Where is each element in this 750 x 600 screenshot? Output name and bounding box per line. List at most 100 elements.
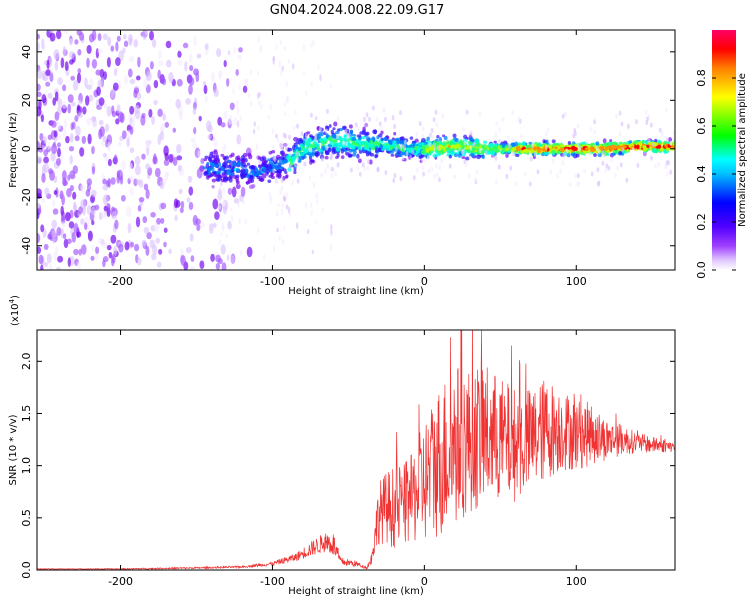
spectrogram-cell [227,164,232,169]
spectrogram-cell [218,198,222,205]
spectrogram-cell [576,173,580,179]
spectrogram-cell [82,106,87,115]
spectrogram-cell [426,136,430,141]
snr-panel: -200 -100 0 100 0.0 0.5 1.0 1.5 2.0 Height of s… [8,295,676,597]
spectrogram-cell [469,145,473,151]
spectrogram-cell [306,152,312,156]
spectrogram-cell [54,60,59,71]
spectrogram-cell [61,221,66,228]
spectrogram-cell [425,144,429,150]
spectrogram-cell [193,68,200,76]
spectrogram-cell [62,233,67,240]
spectrogram-cell [235,174,240,179]
spectrogram-cell [218,204,221,210]
spectrogram-cell [249,170,255,175]
spectrogram-cell [270,175,276,180]
spectrogram-cell [448,154,452,159]
spectrogram-cell [448,163,452,169]
spectrogram-cell [217,191,223,201]
spectrogram-cell [605,163,609,169]
spectrogram-cell [141,112,146,119]
spectrogram-cell [137,205,142,212]
spectrogram-cell [87,230,93,242]
spectrogram-cell [319,74,322,82]
spectrogram-cell [226,254,230,262]
spectrogram-cell [222,223,225,232]
spectrogram-cell [162,178,168,186]
spectrogram-cell [278,60,281,68]
spectrogram-cell [37,106,42,117]
spectrogram-cell [73,248,79,256]
spectrogram-cell [604,142,608,147]
spectrogram-cell [280,208,284,216]
spectrogram-cell [50,151,56,162]
spectrogram-cell [57,77,64,86]
spectrogram-cell [329,83,332,89]
spectrogram-cell [352,133,357,137]
spectrogram-cell [97,237,103,244]
spectrogram-cell [240,155,245,160]
spectrogram-cell [104,123,110,133]
spectrogram-cell [409,154,412,160]
spectrogram-cell [137,56,141,68]
spectrogram-cell [195,218,201,225]
colorbar-tick-label: 0.6 [695,117,708,135]
spectrogram-cell [367,159,370,165]
spectrogram-cell [474,138,479,145]
spectrogram-cell [98,97,105,106]
spectrogram-cell [256,70,260,76]
spectrogram-cell [271,128,275,134]
spectrogram-cell [175,98,181,109]
spectrogram-cell [143,226,150,234]
spectrogram-cell [593,129,596,135]
bottom-y-axis-label: SNR (10 * v/v) [8,414,19,485]
spectrogram-cell [225,233,228,239]
spectrogram-cell [380,125,383,130]
spectrogram-cell [585,138,589,144]
spectrogram-cell [63,179,68,187]
spectrogram-cell [374,154,378,159]
spectrogram-cell [306,141,312,146]
spectrogram-cell [199,260,205,270]
spectrogram-cell [77,112,83,119]
spectrogram-cell [206,167,212,171]
spectrogram-cell [190,137,196,144]
spectrogram-cell [239,54,242,62]
spectrogram-cell [478,148,482,154]
spectrogram-cell [80,244,87,255]
spectrogram-cell [165,59,172,68]
spectrogram-cell [246,246,253,258]
spectrogram-cell [277,203,280,208]
spectrogram-cell [354,142,360,147]
spectrogram-cell [304,201,308,209]
spectrogram-cell [204,43,209,50]
x-tick-label: -100 [260,275,285,288]
spectrogram-cell [460,148,464,154]
spectrogram-cell [65,212,71,222]
spectrogram-cell [79,147,85,157]
spectrogram-cell [430,135,434,140]
spectrogram-cell [86,57,90,68]
spectrogram-cell [369,159,373,165]
spectrogram-cell [271,163,276,167]
spectrogram-cell [145,139,151,149]
spectrogram-cell [610,144,616,150]
spectrogram-cell [40,114,45,123]
spectrogram-cell [330,223,333,231]
spectrogram-cell [335,130,340,135]
spectrogram-cell [190,255,195,262]
spectrogram-cell [173,198,179,209]
spectrogram-cell [562,153,566,158]
spectrogram-cell [576,123,580,129]
spectrogram-cell [242,174,247,179]
spectrogram-cell [342,140,345,146]
spectrogram-cell [113,67,118,77]
bottom-x-ticks: -200 -100 0 100 [108,330,587,588]
spectrogram-cell [43,156,49,164]
spectrogram-cell [102,259,106,268]
spectrogram-cell [310,42,313,48]
spectrogram-cell [318,148,323,153]
spectrogram-cell [250,69,253,76]
spectrogram-cell [111,210,117,220]
spectrogram-cell [51,219,58,229]
